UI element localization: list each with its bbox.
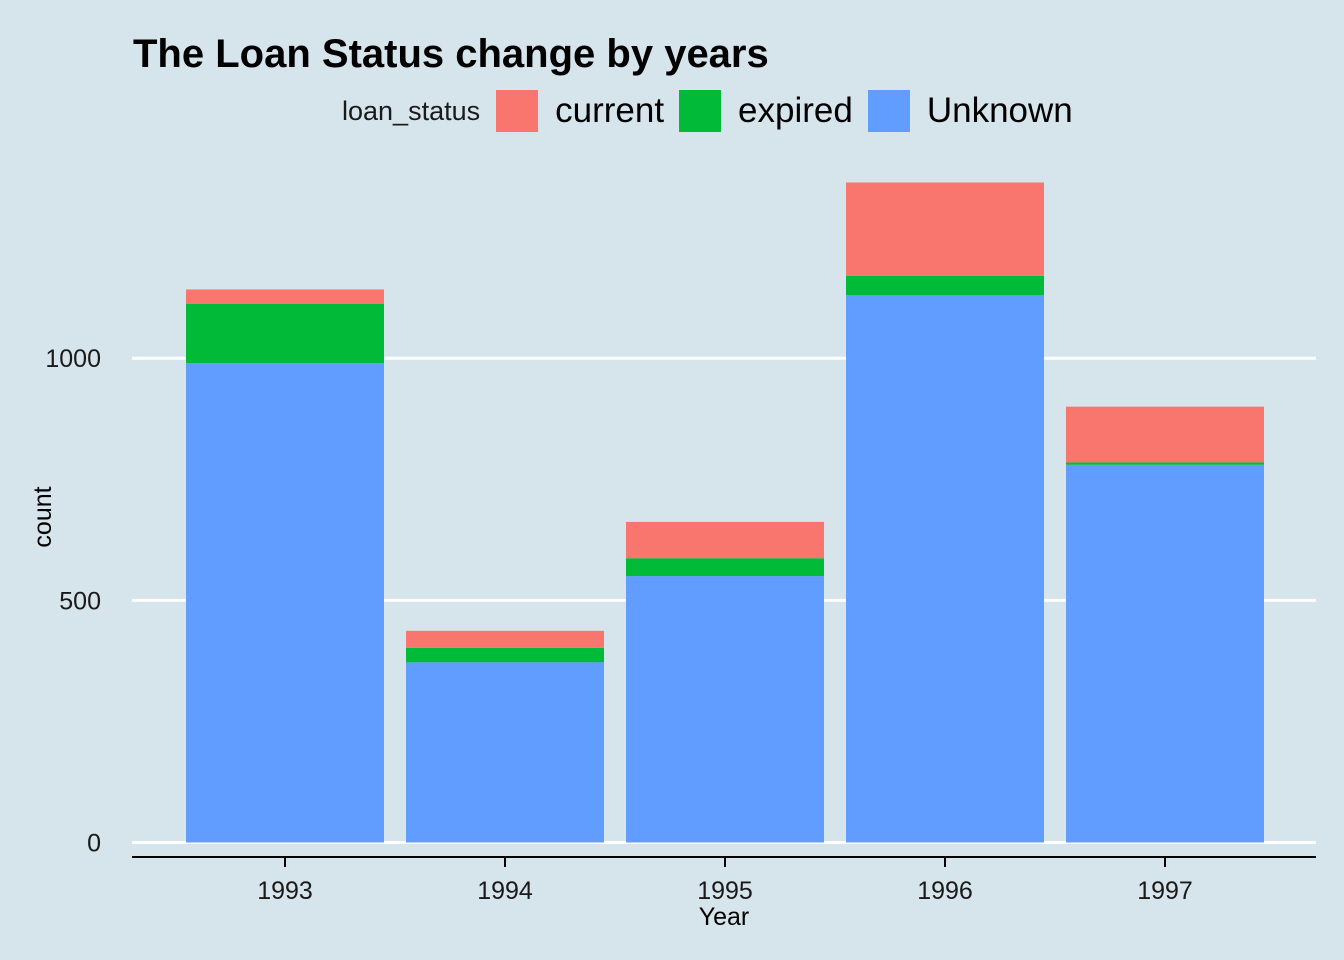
legend-title: loan_status	[342, 95, 481, 126]
bar-1994-unknown	[406, 662, 604, 843]
y-axis-title: count	[29, 486, 57, 547]
chart-title: The Loan Status change by years	[133, 32, 769, 76]
x-tick-label-1994: 1994	[477, 877, 533, 905]
y-tick-label-1000: 1000	[45, 345, 101, 373]
bar-1995-current	[626, 521, 824, 559]
x-tick-label-1993: 1993	[257, 877, 313, 905]
x-tick-label-1996: 1996	[917, 877, 973, 905]
bar-1997-current	[1066, 406, 1264, 463]
bar-1993-current	[186, 289, 384, 304]
legend-item-current: current	[496, 90, 664, 132]
x-axis-title: Year	[699, 903, 750, 931]
legend: loan_status current expired Unknown	[342, 90, 1088, 132]
bar-1996-current	[846, 182, 1044, 276]
y-tick-label-0: 0	[87, 829, 101, 857]
bar-1995-expired	[626, 558, 824, 577]
legend-swatch-current	[496, 90, 539, 132]
bar-1997-expired	[1066, 462, 1264, 465]
bar-1997-unknown	[1066, 464, 1264, 843]
bar-1993-unknown	[186, 363, 384, 843]
bar-1996-unknown	[846, 295, 1044, 843]
bar-1994-current	[406, 630, 604, 648]
legend-label-expired: expired	[738, 91, 853, 130]
bar-1993-expired	[186, 303, 384, 364]
legend-label-unknown: Unknown	[926, 91, 1073, 130]
legend-item-expired: expired	[679, 90, 853, 132]
legend-swatch-unknown	[867, 90, 910, 132]
bar-1994-expired	[406, 647, 604, 663]
bar-1995-unknown	[626, 576, 824, 843]
x-tick-label-1995: 1995	[697, 877, 753, 905]
y-tick-label-500: 500	[59, 587, 101, 615]
x-tick-label-1997: 1997	[1137, 877, 1193, 905]
bar-1996-expired	[846, 275, 1044, 296]
legend-swatch-expired	[679, 90, 722, 132]
legend-item-unknown: Unknown	[867, 90, 1073, 132]
legend-label-current: current	[555, 91, 665, 130]
